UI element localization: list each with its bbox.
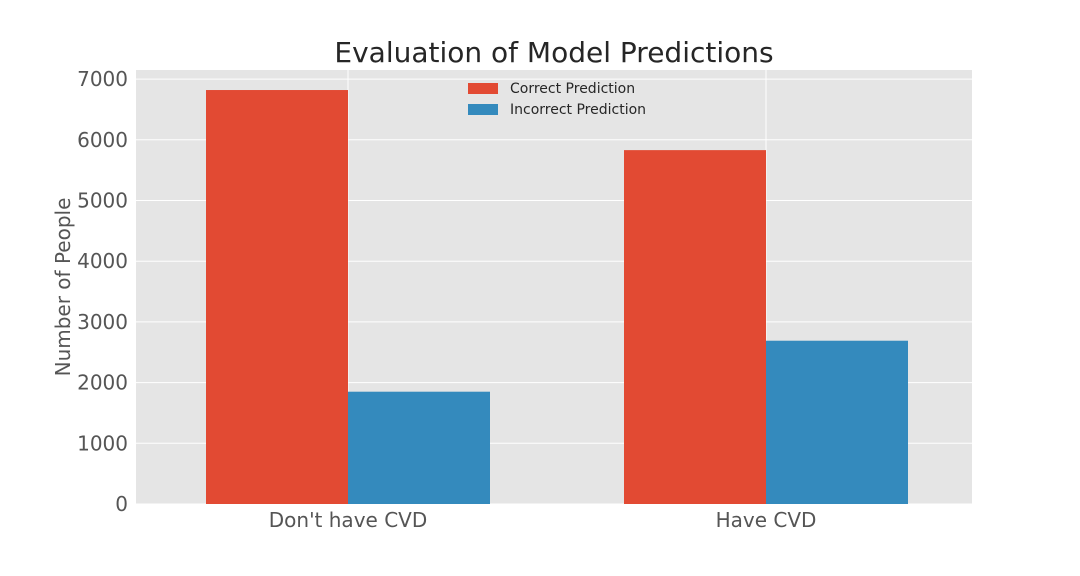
y-axis-label: Number of People [51,198,75,377]
legend-label: Incorrect Prediction [510,102,646,118]
y-tick-label: 1000 [77,431,128,455]
bars [206,90,908,505]
y-tick-label: 2000 [77,371,128,395]
y-tick-label: 0 [115,492,128,516]
y-tick-label: 3000 [77,310,128,334]
y-tick-label: 5000 [77,189,128,213]
legend-label: Correct Prediction [510,81,635,97]
bar-incorrect-0 [348,391,490,504]
y-tick-label: 6000 [77,128,128,152]
chart-title: Evaluation of Model Predictions [334,36,773,69]
bar-correct-1 [624,150,766,504]
legend-swatch [468,104,498,115]
y-tick-label: 7000 [77,67,128,91]
legend: Correct Prediction Incorrect Prediction [468,81,646,118]
y-axis-ticks: 0 1000 2000 3000 4000 5000 6000 7000 [77,67,128,516]
x-axis-ticks: Don't have CVD Have CVD [269,508,817,532]
bar-correct-0 [206,90,348,505]
legend-swatch [468,83,498,94]
x-tick-label: Don't have CVD [269,508,428,532]
x-tick-label: Have CVD [716,508,817,532]
bar-incorrect-1 [766,340,908,504]
y-tick-label: 4000 [77,249,128,273]
